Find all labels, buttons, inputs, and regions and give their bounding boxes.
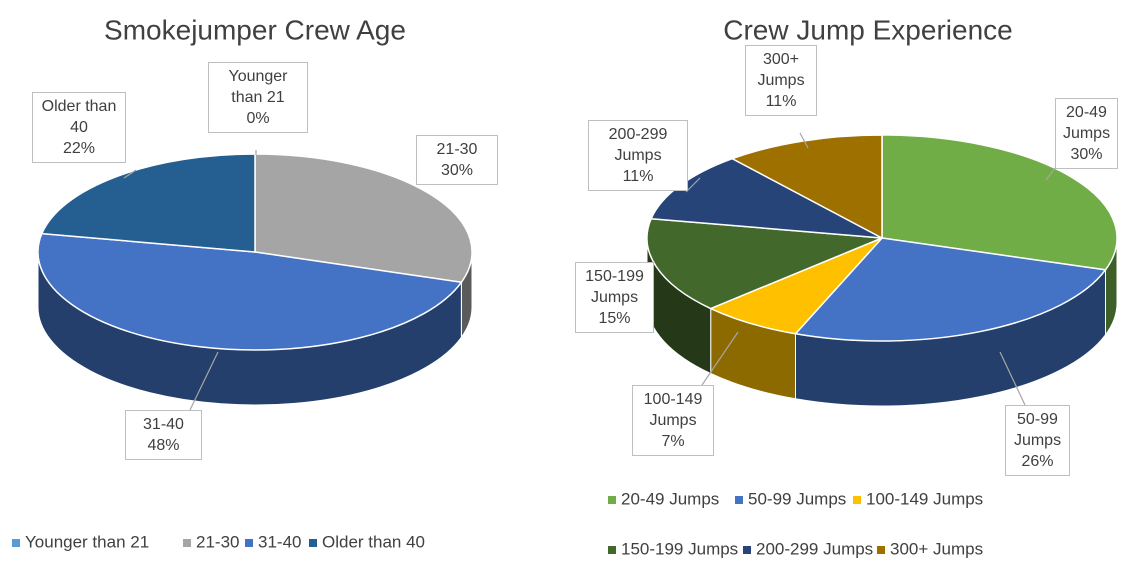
legend-swatch [245, 539, 253, 547]
data-label: Older than 40 22% [32, 92, 126, 163]
data-label: 31-40 48% [125, 410, 202, 460]
legend-swatch [877, 546, 885, 554]
label-category: 31-40 [143, 416, 184, 433]
slice [708, 237, 883, 335]
label-value: 11% [622, 168, 654, 185]
data-label: 150-199 Jumps 15% [575, 262, 654, 333]
label-value: 30% [440, 162, 474, 179]
legend-label: 200-299 Jumps [756, 539, 873, 558]
leader-line [685, 177, 701, 193]
label-value: 11% [765, 93, 797, 110]
data-label: 300+ Jumps 11% [745, 45, 817, 116]
label-value: 7% [661, 433, 685, 450]
slice [730, 134, 883, 240]
label-category: Older than 40 [41, 98, 117, 136]
legend-label: 21-30 [196, 532, 239, 551]
legend-label: 150-199 Jumps [621, 539, 738, 558]
legend-label: Older than 40 [322, 532, 425, 551]
label-category: 100-149 Jumps [643, 391, 703, 429]
label-category: 300+ Jumps [757, 51, 805, 89]
slice [646, 217, 883, 310]
slice [40, 153, 256, 253]
slice [37, 232, 463, 351]
data-label: 100-149 Jumps 7% [632, 385, 714, 456]
leader-line [123, 169, 137, 179]
leader-line [999, 351, 1026, 406]
label-category: 150-199 Jumps [585, 268, 644, 306]
label-category: 50-99 Jumps [1013, 411, 1062, 449]
pie-tops [646, 134, 1118, 342]
legend-label: 300+ Jumps [890, 539, 983, 558]
leader-line [1045, 167, 1056, 181]
legend-label: Younger than 21 [25, 532, 149, 551]
data-label: 21-30 30% [416, 135, 498, 185]
label-value: 15% [598, 310, 631, 327]
legend-swatch [743, 546, 751, 554]
slice [881, 134, 1118, 271]
chart-title: Smokejumper Crew Age [104, 14, 406, 45]
leader-line [799, 132, 809, 149]
legend-swatch [183, 539, 191, 547]
label-category: 21-30 [436, 141, 478, 158]
data-label: Younger than 21 0% [208, 62, 308, 133]
leader-line [189, 351, 219, 411]
label-value: 30% [1070, 146, 1103, 163]
slice [254, 153, 473, 284]
data-label: 200-299 Jumps 11% [588, 120, 688, 191]
label-value: 0% [246, 110, 270, 127]
label-category: 20-49 Jumps [1062, 104, 1111, 142]
legend-label: 100-149 Jumps [866, 489, 983, 508]
legend-label: 31-40 [258, 532, 301, 551]
legend-swatch [608, 546, 616, 554]
pie-sides [646, 237, 1118, 407]
leader-line [701, 331, 739, 386]
legend-label: 20-49 Jumps [621, 489, 719, 508]
label-value: 22% [62, 140, 96, 157]
legend-swatch [12, 539, 20, 547]
legend-swatch [309, 539, 317, 547]
legend-swatch [735, 496, 743, 504]
leader-line [417, 197, 429, 207]
data-label: 50-99 Jumps 26% [1005, 405, 1070, 476]
legend-label: 50-99 Jumps [748, 489, 846, 508]
label-category: 200-299 Jumps [608, 126, 668, 164]
slice [794, 237, 1107, 342]
data-label: 20-49 Jumps 30% [1055, 98, 1118, 169]
legend-swatch [853, 496, 861, 504]
label-category: Younger than 21 [228, 68, 288, 106]
label-value: 48% [147, 437, 180, 454]
label-value: 26% [1021, 453, 1054, 470]
legend-swatch [608, 496, 616, 504]
pie-tops [37, 153, 473, 351]
chart-title: Crew Jump Experience [723, 14, 1012, 45]
